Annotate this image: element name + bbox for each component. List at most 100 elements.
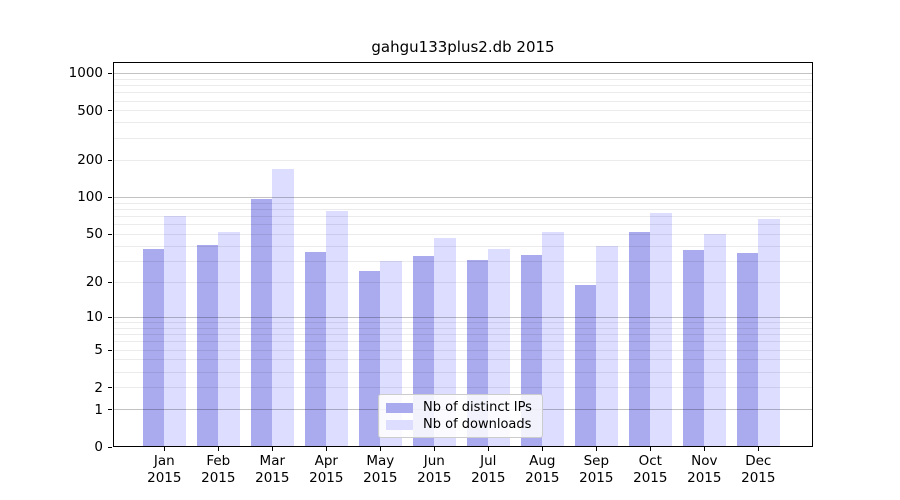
minor-gridline: [113, 159, 813, 161]
x-tick-mark: [757, 447, 759, 451]
bar-nov-downloads: [704, 234, 726, 447]
y-tick-label: 0: [94, 439, 103, 455]
x-tick-mark: [433, 447, 435, 451]
y-tick-mark: [108, 110, 112, 112]
x-tick-mark: [271, 447, 273, 451]
minor-gridline: [113, 322, 813, 323]
major-gridline: [113, 196, 813, 198]
x-tick-mark: [379, 447, 381, 451]
y-tick-label: 50: [85, 226, 103, 243]
bar-apr-downloads: [326, 211, 348, 447]
y-tick-mark: [108, 196, 112, 198]
x-tick-label: Nov 2015: [687, 453, 722, 486]
minor-gridline: [113, 122, 813, 124]
y-tick-mark: [108, 387, 112, 389]
x-tick-mark: [649, 447, 651, 451]
x-tick-mark: [541, 447, 543, 451]
y-tick-label: 10: [85, 309, 103, 326]
bar-sep-distinct-ips: [574, 285, 597, 447]
y-tick-mark: [108, 409, 112, 411]
legend-swatch-downloads: [386, 419, 413, 430]
minor-gridline: [113, 92, 813, 94]
x-tick-mark: [325, 447, 327, 451]
y-tick-mark: [108, 159, 112, 161]
minor-gridline: [113, 84, 813, 86]
bar-mar-distinct-ips: [250, 199, 273, 447]
major-gridline: [113, 72, 813, 74]
minor-gridline: [113, 371, 813, 373]
bar-apr-distinct-ips: [304, 251, 327, 447]
bar-dec-distinct-ips: [736, 253, 759, 447]
minor-gridline: [113, 359, 813, 361]
bar-may-distinct-ips: [358, 270, 381, 447]
x-tick-mark: [163, 447, 165, 451]
x-tick-label: Mar 2015: [255, 453, 290, 486]
y-tick-mark: [108, 349, 112, 351]
y-tick-mark: [108, 316, 112, 318]
x-tick-label: Jan 2015: [147, 453, 182, 486]
legend-item-downloads: Nb of downloads: [386, 417, 535, 432]
x-tick-label: Jul 2015: [471, 453, 506, 486]
minor-gridline: [113, 281, 813, 283]
minor-gridline: [113, 208, 813, 210]
legend-item-distinct-ips: Nb of distinct IPs: [386, 400, 535, 415]
x-tick-mark: [703, 447, 705, 451]
y-tick-label: 20: [85, 274, 103, 291]
x-tick-label: May 2015: [363, 453, 398, 486]
x-tick-label: Aug 2015: [525, 453, 560, 486]
minor-gridline: [113, 224, 813, 226]
x-tick-mark: [487, 447, 489, 451]
y-tick-mark: [108, 281, 112, 283]
legend-label-downloads: Nb of downloads: [423, 417, 532, 432]
x-tick-label: Jun 2015: [417, 453, 452, 486]
x-tick-label: Apr 2015: [309, 453, 344, 486]
y-tick-label: 100: [77, 189, 103, 206]
bar-feb-downloads: [218, 232, 240, 447]
x-tick-label: Oct 2015: [633, 453, 668, 486]
bar-sep-downloads: [596, 246, 618, 447]
chart-title: gahgu133plus2.db 2015: [371, 38, 555, 56]
x-tick-label: Sep 2015: [579, 453, 614, 486]
y-tick-label: 1000: [68, 65, 103, 82]
minor-gridline: [113, 341, 813, 343]
minor-gridline: [113, 216, 813, 218]
minor-gridline: [113, 137, 813, 139]
x-tick-label: Feb 2015: [201, 453, 236, 486]
y-tick-label: 5: [94, 342, 103, 359]
minor-gridline: [113, 327, 813, 329]
bar-jan-downloads: [164, 215, 186, 447]
major-gridline: [113, 316, 813, 318]
bar-dec-downloads: [758, 218, 780, 447]
minor-gridline: [113, 100, 813, 102]
bar-feb-distinct-ips: [196, 244, 219, 447]
y-tick-mark: [108, 446, 112, 448]
x-tick-label: Dec 2015: [741, 453, 776, 486]
bar-mar-downloads: [272, 168, 294, 447]
bar-oct-downloads: [650, 212, 672, 447]
minor-gridline: [113, 349, 813, 351]
minor-gridline: [113, 78, 813, 80]
bar-aug-downloads: [542, 232, 564, 447]
minor-gridline: [113, 110, 813, 112]
legend-label-distinct-ips: Nb of distinct IPs: [423, 400, 532, 415]
minor-gridline: [113, 387, 813, 389]
y-tick-label: 500: [77, 102, 103, 119]
x-tick-mark: [217, 447, 219, 451]
bar-oct-distinct-ips: [628, 232, 651, 447]
y-tick-label: 2: [94, 379, 103, 396]
x-tick-mark: [595, 447, 597, 451]
bar-nov-distinct-ips: [682, 250, 705, 447]
y-tick-label: 200: [77, 152, 103, 169]
bar-jan-distinct-ips: [142, 248, 165, 447]
minor-gridline: [113, 334, 813, 336]
minor-gridline: [113, 245, 813, 247]
legend-swatch-distinct-ips: [386, 402, 413, 413]
minor-gridline: [113, 260, 813, 262]
y-tick-mark: [108, 72, 112, 74]
y-tick-mark: [108, 233, 112, 235]
legend: Nb of distinct IPs Nb of downloads: [378, 394, 543, 438]
minor-gridline: [113, 202, 813, 204]
minor-gridline: [113, 233, 813, 235]
y-tick-label: 1: [94, 401, 103, 418]
